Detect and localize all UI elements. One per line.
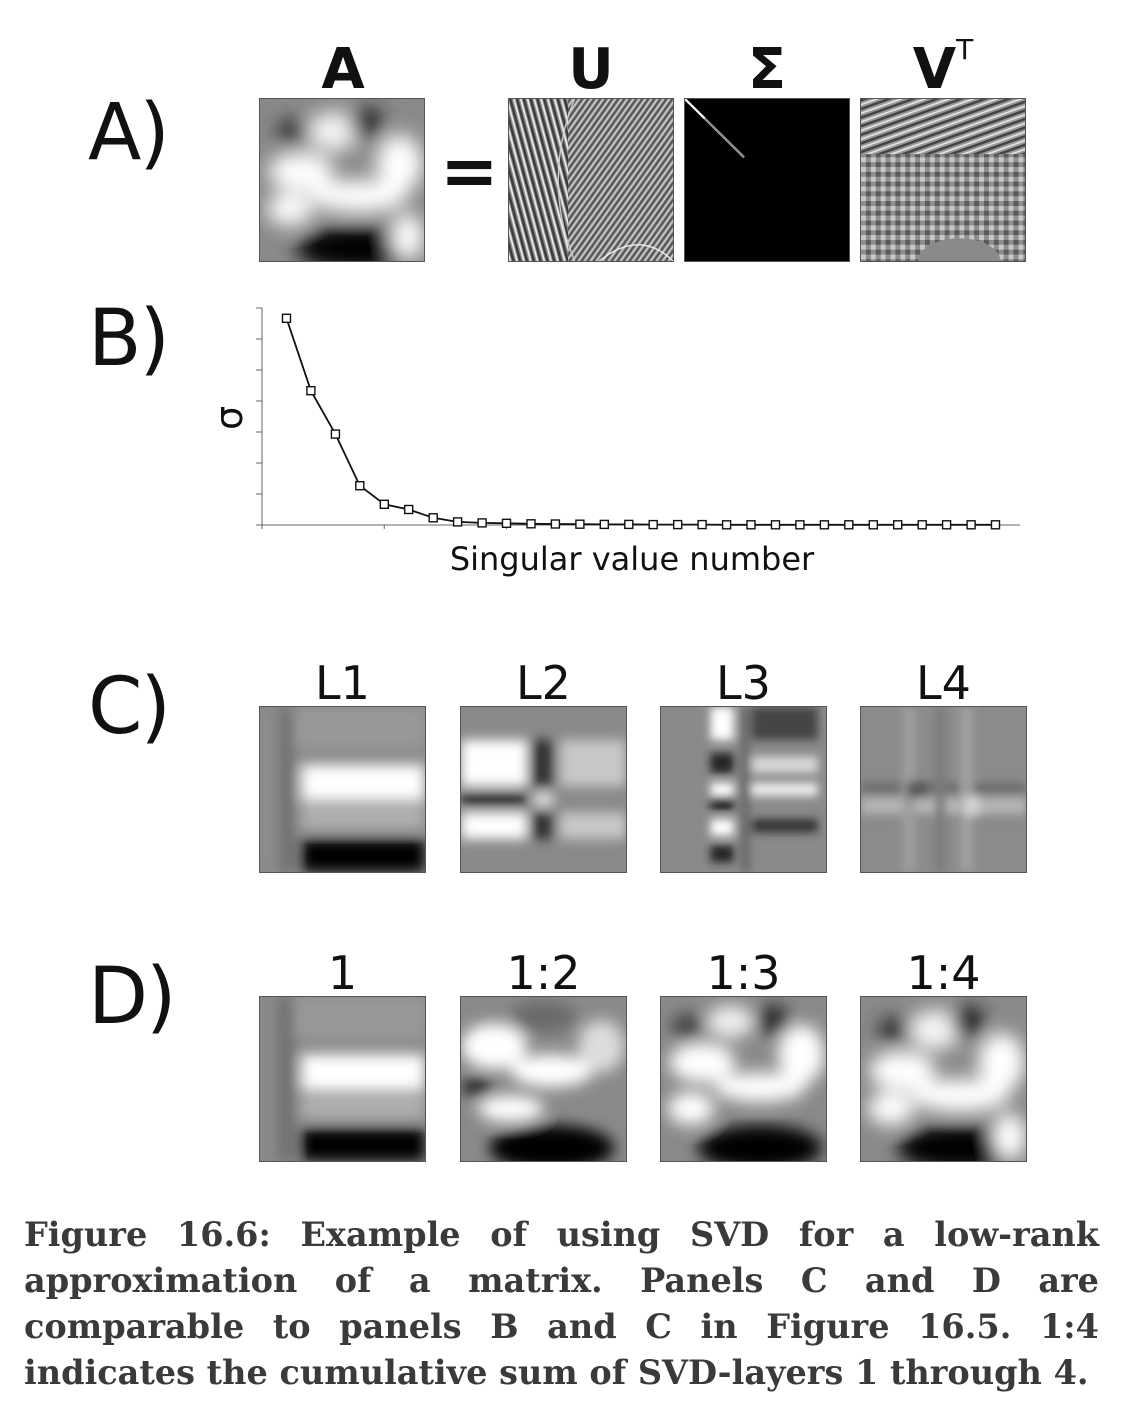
data-point bbox=[893, 520, 903, 530]
cumulative-title: 1 bbox=[327, 946, 358, 1000]
layer-title: L4 bbox=[916, 656, 971, 710]
layer-title: L1 bbox=[315, 656, 370, 710]
chart-axes bbox=[261, 308, 1020, 526]
matrix-u-image bbox=[508, 98, 674, 262]
data-point bbox=[624, 519, 634, 530]
data-point bbox=[477, 518, 487, 528]
data-point bbox=[403, 504, 414, 515]
data-point bbox=[966, 520, 976, 530]
panel-label-c: C) bbox=[88, 662, 171, 752]
data-point bbox=[330, 429, 341, 439]
data-point bbox=[990, 520, 1001, 530]
x-axis-label: Singular value number bbox=[450, 540, 815, 578]
panel-label-a: A) bbox=[88, 88, 170, 178]
data-point bbox=[721, 520, 732, 530]
layer-image-l4 bbox=[860, 706, 1027, 873]
series-points bbox=[281, 313, 1001, 530]
data-point bbox=[452, 517, 463, 527]
matrix-sigma-image bbox=[684, 98, 850, 262]
layer-title: L2 bbox=[516, 656, 571, 710]
data-point bbox=[550, 519, 561, 529]
equals-sign: = bbox=[440, 130, 499, 212]
data-point bbox=[941, 520, 952, 530]
data-point bbox=[917, 520, 927, 530]
matrix-vt-image bbox=[860, 98, 1026, 262]
data-point bbox=[819, 520, 830, 530]
vt-superscript: T bbox=[956, 33, 974, 66]
data-point bbox=[355, 480, 365, 491]
data-point bbox=[868, 520, 878, 530]
y-axis-label: σ bbox=[220, 406, 251, 430]
data-point bbox=[770, 520, 781, 530]
layer-image-l3 bbox=[660, 706, 827, 873]
cumulative-title: 1:3 bbox=[706, 946, 781, 1000]
data-point bbox=[599, 519, 609, 530]
matrix-a-title: A bbox=[321, 37, 365, 102]
panel-label-b: B) bbox=[88, 294, 170, 384]
data-point bbox=[428, 513, 438, 523]
data-point bbox=[648, 519, 658, 530]
data-point bbox=[281, 313, 292, 324]
data-point bbox=[575, 519, 585, 529]
figure-caption: Figure 16.6: Example of using SVD for a … bbox=[24, 1215, 1099, 1392]
cumulative-title: 1:4 bbox=[906, 946, 981, 1000]
singular-value-chart: σ Singular value number bbox=[220, 307, 1020, 578]
data-point bbox=[501, 518, 512, 529]
matrix-u-title: U bbox=[568, 37, 614, 102]
layer-image-l2 bbox=[460, 706, 627, 873]
cumulative-title: 1:2 bbox=[506, 946, 581, 1000]
cumulative-image-1-3 bbox=[660, 996, 827, 1162]
layer-image-l1 bbox=[259, 706, 426, 873]
cumulative-image-1-4 bbox=[860, 996, 1027, 1162]
series-line bbox=[285, 318, 996, 526]
layer-title: L3 bbox=[716, 656, 771, 710]
matrix-sigma-title: Σ bbox=[747, 37, 787, 102]
data-point bbox=[746, 520, 756, 530]
data-point bbox=[673, 519, 683, 530]
data-point bbox=[306, 385, 316, 396]
matrix-a-image bbox=[259, 98, 425, 262]
cumulative-image-1-2 bbox=[460, 996, 627, 1162]
chart-y-ticks bbox=[256, 307, 262, 526]
cumulative-image-1 bbox=[259, 996, 426, 1162]
data-point bbox=[526, 519, 536, 529]
vt-letter: V bbox=[912, 37, 957, 102]
data-point bbox=[795, 520, 805, 530]
data-point bbox=[379, 499, 390, 510]
matrix-vt-title: VT bbox=[860, 36, 1026, 98]
chart-x-ticks bbox=[261, 525, 508, 529]
data-point bbox=[697, 519, 707, 530]
panel-label-d: D) bbox=[88, 952, 176, 1042]
data-point bbox=[844, 520, 854, 530]
